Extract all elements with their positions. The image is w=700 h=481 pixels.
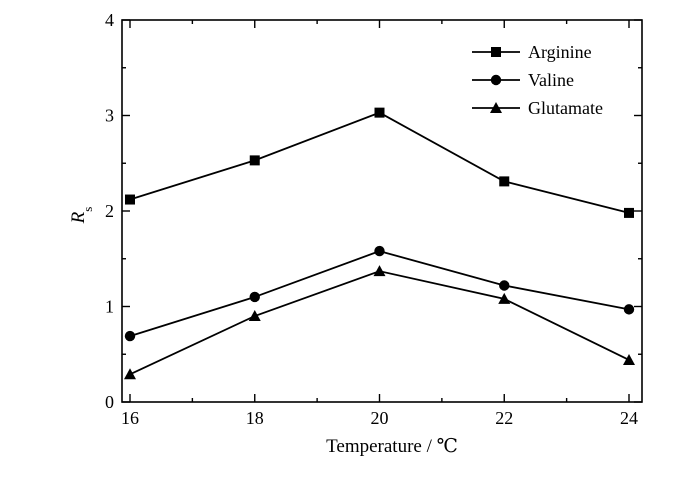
data-point-glutamate: [373, 265, 386, 277]
x-axis-title: Temperature / ℃: [326, 436, 458, 457]
data-point-valine: [499, 280, 510, 291]
data-point-arginine: [125, 194, 135, 205]
data-point-arginine: [249, 155, 260, 166]
data-point-glutamate: [124, 368, 136, 380]
y-tick-label: 3: [105, 106, 114, 126]
y-axis-title-main: R: [68, 211, 89, 224]
y-tick-label: 0: [105, 392, 114, 412]
legend-label-arginine: Arginine: [528, 42, 592, 62]
y-axis-title: Rs: [68, 207, 95, 225]
series-glutamate: [124, 265, 635, 380]
data-point-valine: [249, 291, 260, 303]
y-tick-label: 1: [105, 297, 114, 317]
data-point-arginine: [374, 107, 385, 118]
data-point-valine: [374, 245, 385, 257]
series-line-glutamate: [129, 270, 630, 376]
data-point-glutamate: [248, 310, 261, 322]
legend-marker-valine: [490, 74, 502, 86]
series-arginine: [125, 107, 634, 218]
data-point-arginine: [624, 207, 634, 218]
legend-label-glutamate: Glutamate: [528, 98, 603, 118]
y-tick-label: 4: [105, 10, 114, 30]
data-point-glutamate: [498, 292, 511, 304]
legend-label-valine: Valine: [528, 70, 574, 90]
legend-item-valine: Valine: [472, 70, 574, 90]
data-point-glutamate: [623, 353, 635, 365]
x-tick-label: 24: [620, 408, 638, 428]
x-tick-label: 20: [371, 408, 389, 428]
legend-item-arginine: Arginine: [472, 42, 592, 62]
x-tick-label: 22: [495, 408, 513, 428]
legend-marker-glutamate: [490, 102, 502, 113]
legend-marker-arginine: [491, 47, 501, 57]
x-tick-label: 18: [246, 408, 264, 428]
series-valine: [124, 245, 635, 342]
data-point-arginine: [499, 176, 510, 187]
y-axis-title-subscript: s: [80, 207, 95, 212]
series-layer: [124, 107, 635, 380]
x-tick-label: 16: [121, 408, 139, 428]
legend: Arginine Valine Glutamate: [472, 42, 603, 118]
legend-item-glutamate: Glutamate: [472, 98, 603, 118]
y-tick-label: 2: [105, 201, 114, 221]
series-line-arginine: [129, 111, 630, 214]
data-point-valine: [623, 304, 635, 315]
data-point-valine: [124, 330, 136, 342]
axes: 16 18 20 22 24 0 1 2 3 4: [105, 10, 643, 428]
